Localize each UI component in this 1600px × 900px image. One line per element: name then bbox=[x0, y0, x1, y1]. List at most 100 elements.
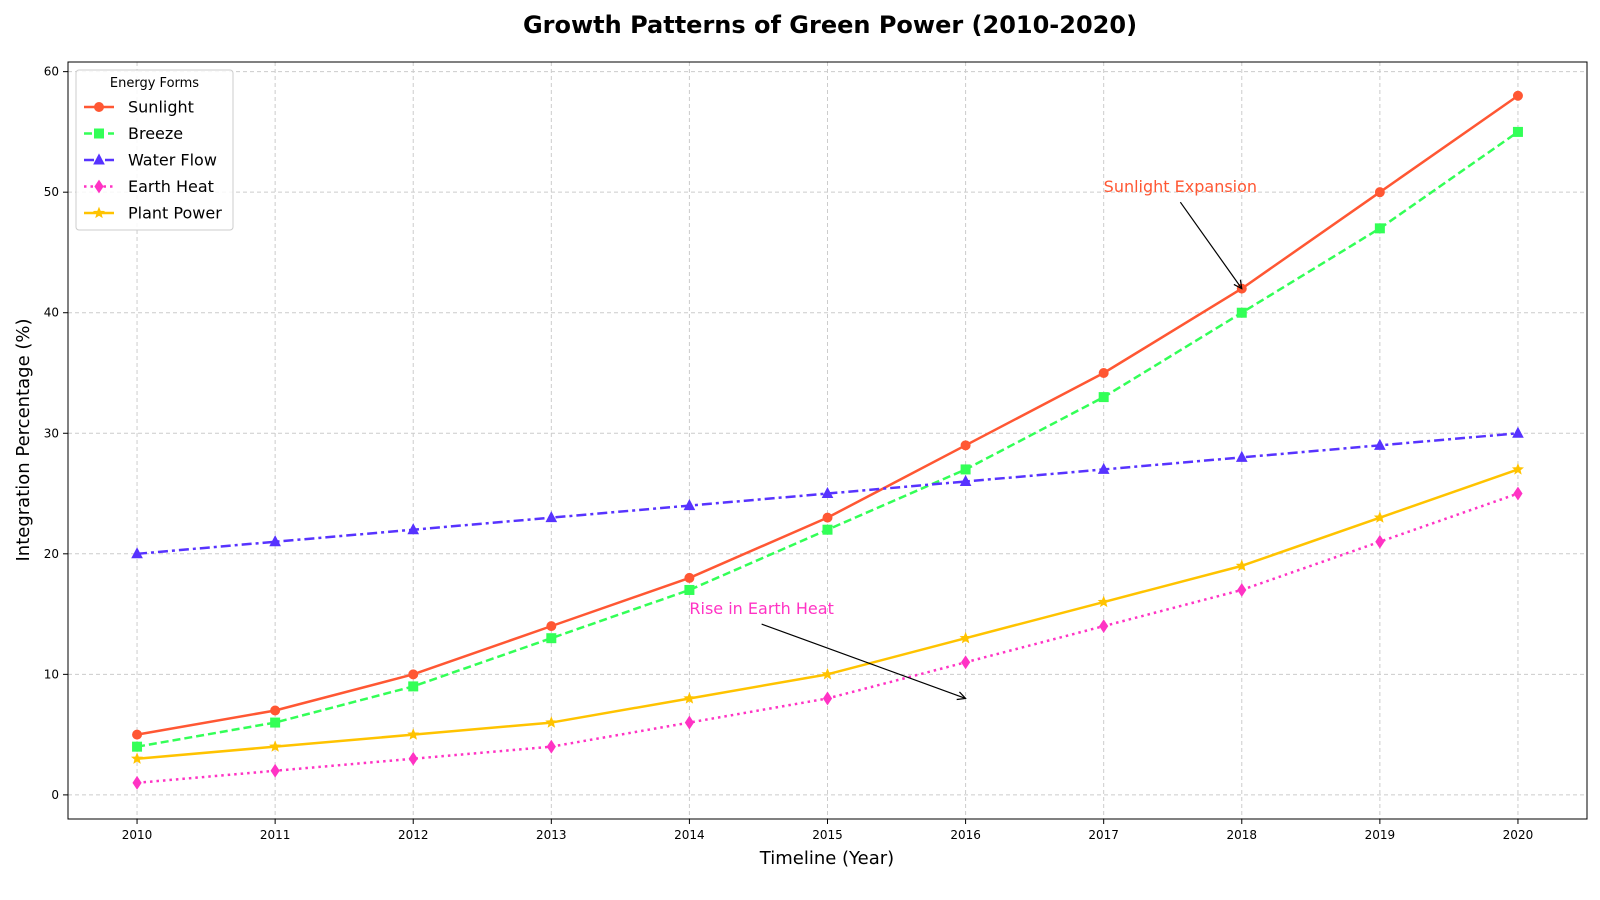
x-tick-label: 2020 bbox=[1503, 828, 1534, 842]
data-point-sunlight bbox=[960, 440, 971, 451]
y-tick-label: 0 bbox=[51, 788, 59, 802]
legend-box bbox=[75, 69, 234, 231]
annotation-arrow bbox=[761, 623, 966, 698]
y-tick-label: 30 bbox=[44, 426, 59, 440]
chart-title: Growth Patterns of Green Power (2010-202… bbox=[523, 11, 1137, 39]
data-point-water-flow bbox=[131, 547, 143, 559]
data-point-earth-heat bbox=[132, 775, 142, 790]
data-point-breeze bbox=[1098, 392, 1109, 403]
y-tick-label: 50 bbox=[44, 185, 59, 199]
data-point-breeze bbox=[684, 584, 695, 595]
legend-item-water-flow: Water Flow bbox=[84, 151, 217, 170]
series-water-flow bbox=[131, 426, 1524, 559]
series-earth-heat bbox=[132, 486, 1523, 790]
data-point-water-flow bbox=[1235, 450, 1248, 462]
y-tick-label: 20 bbox=[44, 547, 59, 561]
data-point-plant-power bbox=[131, 752, 144, 764]
data-point-water-flow bbox=[683, 499, 696, 511]
data-point-plant-power bbox=[1235, 559, 1248, 571]
data-point-breeze bbox=[132, 741, 143, 752]
legend-label: Breeze bbox=[128, 124, 183, 143]
x-tick-label: 2015 bbox=[812, 828, 843, 842]
data-point-plant-power bbox=[683, 692, 696, 704]
legend-marker bbox=[93, 153, 105, 165]
x-tick-label: 2017 bbox=[1088, 828, 1119, 842]
data-point-water-flow bbox=[1374, 438, 1386, 450]
y-axis-label: Integration Percentage (%) bbox=[13, 318, 34, 561]
data-point-breeze bbox=[1236, 307, 1247, 318]
x-tick-label: 2014 bbox=[674, 828, 705, 842]
data-point-breeze bbox=[822, 524, 833, 535]
series-sunlight bbox=[132, 90, 1523, 740]
data-point-breeze bbox=[546, 633, 557, 644]
data-point-breeze bbox=[1374, 223, 1385, 234]
data-point-water-flow bbox=[407, 523, 420, 535]
data-point-sunlight bbox=[408, 669, 419, 680]
data-point-plant-power bbox=[959, 631, 972, 644]
data-point-earth-heat bbox=[1375, 534, 1385, 549]
data-point-earth-heat bbox=[684, 715, 695, 730]
data-point-breeze bbox=[1512, 126, 1523, 137]
data-point-sunlight bbox=[1098, 367, 1109, 378]
legend-marker bbox=[94, 128, 104, 139]
annotation-arrow bbox=[1179, 201, 1241, 288]
annotation-text: Rise in Earth Heat bbox=[689, 599, 833, 618]
data-point-plant-power bbox=[821, 668, 834, 680]
data-point-plant-power bbox=[545, 716, 558, 728]
data-point-earth-heat bbox=[1099, 619, 1109, 634]
x-tick-label: 2011 bbox=[260, 828, 291, 842]
data-point-earth-heat bbox=[822, 691, 833, 706]
data-point-plant-power bbox=[1511, 463, 1524, 475]
series-lines bbox=[131, 90, 1524, 790]
data-point-sunlight bbox=[1512, 90, 1523, 101]
data-point-sunlight bbox=[822, 512, 833, 523]
data-point-earth-heat bbox=[408, 751, 418, 766]
legend-item-breeze: Breeze bbox=[84, 124, 183, 143]
data-point-plant-power bbox=[407, 728, 420, 740]
legend-item-plant-power: Plant Power bbox=[84, 204, 222, 223]
data-point-sunlight bbox=[1374, 187, 1385, 198]
data-point-sunlight bbox=[546, 621, 557, 632]
data-point-water-flow bbox=[821, 486, 834, 499]
legend-title: Energy Forms bbox=[110, 76, 199, 91]
gridlines bbox=[68, 62, 1587, 819]
annotation-text: Sunlight Expansion bbox=[1104, 177, 1257, 196]
x-tick-label: 2013 bbox=[536, 828, 567, 842]
legend-marker bbox=[94, 102, 104, 112]
x-tick-label: 2010 bbox=[122, 828, 153, 842]
legend-label: Water Flow bbox=[128, 151, 217, 170]
data-point-earth-heat bbox=[270, 763, 280, 778]
data-point-water-flow bbox=[269, 535, 281, 547]
data-point-plant-power bbox=[1373, 511, 1386, 523]
axis-ticks: 2010 2011 2012 2013 2014 2015 2016 2017 2018 2019… bbox=[44, 65, 1534, 842]
legend-item-sunlight: Sunlight bbox=[84, 98, 194, 117]
data-point-earth-heat bbox=[546, 739, 556, 754]
x-tick-label: 2018 bbox=[1226, 828, 1257, 842]
legend-marker bbox=[92, 206, 106, 219]
data-point-water-flow bbox=[1512, 426, 1524, 438]
y-tick-label: 10 bbox=[44, 667, 59, 681]
legend: Energy Forms Sunlight Breeze Water Flow Eart… bbox=[75, 69, 234, 231]
data-point-earth-heat bbox=[1513, 486, 1523, 501]
x-tick-label: 2019 bbox=[1365, 828, 1396, 842]
data-point-water-flow bbox=[959, 474, 972, 486]
y-tick-label: 60 bbox=[44, 65, 59, 79]
data-point-earth-heat bbox=[960, 655, 971, 670]
legend-label: Sunlight bbox=[128, 98, 194, 117]
data-point-sunlight bbox=[132, 729, 143, 740]
data-point-sunlight bbox=[270, 705, 281, 716]
x-tick-label: 2016 bbox=[950, 828, 981, 842]
data-point-sunlight bbox=[684, 572, 695, 583]
data-point-plant-power bbox=[1097, 595, 1110, 608]
data-point-breeze bbox=[408, 681, 419, 692]
data-point-breeze bbox=[960, 464, 971, 475]
data-point-water-flow bbox=[1097, 462, 1110, 474]
annotations: Sunlight Expansion Rise in Earth Heat bbox=[689, 177, 1257, 698]
x-tick-label: 2012 bbox=[398, 828, 429, 842]
legend-item-earth-heat: Earth Heat bbox=[84, 177, 214, 196]
y-tick-label: 40 bbox=[44, 306, 59, 320]
x-axis-label: Timeline (Year) bbox=[759, 848, 894, 869]
legend-label: Plant Power bbox=[128, 204, 222, 223]
legend-label: Earth Heat bbox=[128, 177, 214, 196]
